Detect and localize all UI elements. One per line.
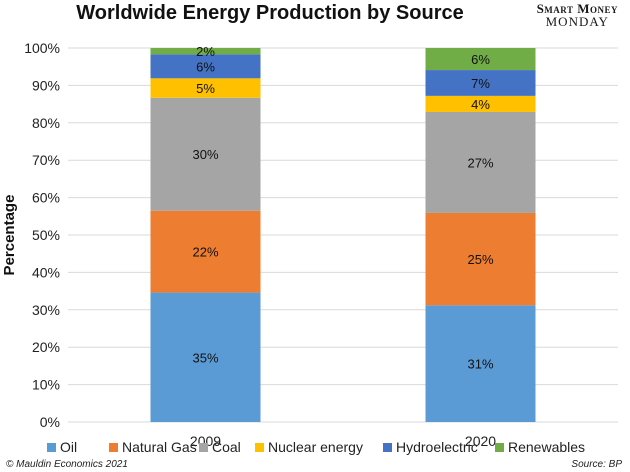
legend-entry: Natural Gas — [122, 439, 197, 455]
bar-segment — [150, 97, 261, 211]
legend-swatch — [199, 443, 208, 452]
bar-segment — [150, 210, 261, 293]
data-label: 7% — [471, 76, 490, 91]
data-label: 27% — [467, 155, 493, 170]
brand-line-2: MONDAY — [545, 14, 609, 29]
chart-title: Worldwide Energy Production by Source — [76, 2, 464, 24]
data-label: 4% — [471, 97, 490, 112]
data-label: 35% — [192, 350, 218, 365]
brand-line-1: Smart Money — [536, 1, 618, 16]
legend-swatch — [109, 443, 118, 452]
data-label: 6% — [471, 52, 490, 67]
y-tick-label: 60% — [32, 190, 60, 206]
copyright-note: © Mauldin Economics 2021 — [6, 459, 128, 470]
brand-logo: Smart Money MONDAY — [537, 2, 618, 28]
y-axis-label: Percentage — [1, 195, 18, 276]
data-label: 5% — [196, 81, 215, 96]
bar-segment — [150, 78, 261, 98]
y-tick-label: 50% — [32, 227, 60, 243]
y-tick-label: 90% — [32, 77, 60, 93]
data-label: 31% — [467, 357, 493, 372]
legend-entry: Nuclear energy — [268, 439, 363, 455]
legend-swatch — [255, 443, 264, 452]
legend-swatch — [495, 443, 504, 452]
legend-swatch — [383, 443, 392, 452]
legend-swatch — [47, 443, 56, 452]
bar-segment — [425, 95, 536, 112]
source-note: Source: BP — [571, 459, 622, 470]
x-tick-label: 2009 — [190, 433, 221, 449]
data-label: 22% — [192, 245, 218, 260]
bar-segment — [425, 111, 536, 213]
bar-segment — [150, 48, 261, 55]
y-tick-label: 70% — [32, 152, 60, 168]
data-label: 2% — [196, 44, 215, 59]
y-tick-label: 80% — [32, 115, 60, 131]
x-tick-label: 2020 — [465, 433, 496, 449]
bar-segment — [425, 70, 536, 96]
legend-entry: Oil — [60, 439, 77, 455]
legend-entry: Hydroelectric — [396, 439, 478, 455]
bar-segment — [150, 292, 261, 422]
y-tick-label: 100% — [24, 40, 60, 56]
legend-entry: Renewables — [508, 439, 585, 455]
y-tick-label: 40% — [32, 264, 60, 280]
data-label: 6% — [196, 59, 215, 74]
bar-segment — [425, 212, 536, 306]
bar-segment — [150, 54, 261, 79]
bar-segment — [425, 48, 536, 71]
y-tick-label: 10% — [32, 377, 60, 393]
bar-segment — [425, 305, 536, 422]
y-tick-label: 30% — [32, 302, 60, 318]
data-label: 25% — [467, 252, 493, 267]
data-label: 30% — [192, 147, 218, 162]
legend-entry: Coal — [212, 439, 241, 455]
y-tick-label: 0% — [40, 414, 60, 430]
y-tick-label: 20% — [32, 339, 60, 355]
